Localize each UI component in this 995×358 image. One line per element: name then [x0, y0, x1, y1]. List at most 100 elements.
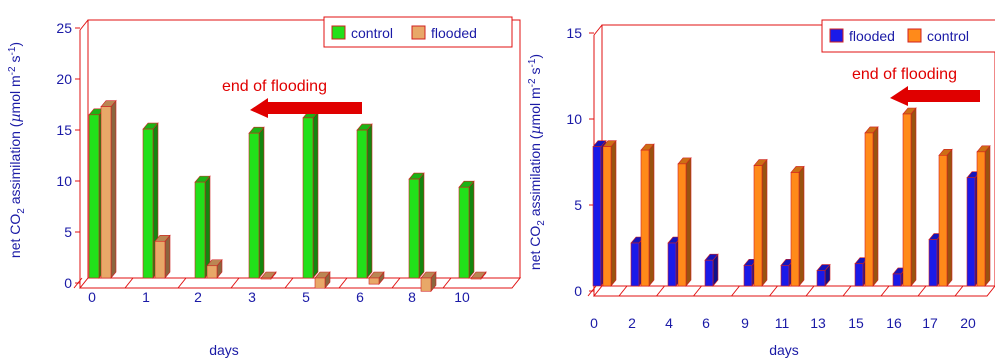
bar-front: [260, 277, 272, 280]
annotation-text: end of flooding: [852, 66, 957, 83]
bar-front: [458, 186, 470, 279]
legend: control flooded: [323, 16, 513, 48]
legend-swatch-control: [907, 28, 922, 43]
y-axis-label-part: µ: [528, 125, 544, 134]
floor-grid-line: [124, 277, 134, 289]
x-tick-label: 0: [590, 315, 598, 331]
bar-side: [312, 111, 319, 279]
bar-control-day-9: [753, 158, 768, 287]
bar-control-day-2: [194, 175, 211, 279]
x-tick-label: 2: [194, 289, 202, 305]
bar-control-day-10: [458, 180, 475, 279]
y-tick-label: 0: [64, 275, 72, 291]
x-tick-label: 8: [408, 289, 416, 305]
bar-front: [356, 129, 368, 279]
x-tick-label: 15: [848, 315, 864, 331]
floor-grid-line: [391, 277, 401, 289]
y-axis-label-part: µ: [8, 113, 24, 122]
annotation-text: end of flooding: [222, 78, 327, 95]
y-tick-label: 5: [64, 224, 72, 240]
bar-front: [420, 277, 432, 292]
bar-flooded-day-1: [154, 234, 171, 279]
bar-flooded-day-6: [368, 271, 385, 285]
bar-side: [872, 126, 879, 287]
floor-grid-line: [656, 285, 665, 297]
x-tick-label: 16: [886, 315, 902, 331]
bar-front: [928, 239, 938, 287]
bar-front: [966, 177, 976, 287]
bar-front: [194, 181, 206, 279]
y-axis-label-part: ): [527, 54, 543, 59]
bar-front: [154, 240, 166, 279]
floor-grid-line: [618, 285, 628, 297]
bar-control-day-0: [602, 139, 617, 287]
bar-side: [984, 145, 991, 287]
y-axis-label-part: s: [527, 68, 543, 79]
bar-front: [408, 178, 420, 279]
bar-flooded-day-8: [420, 271, 437, 293]
bar-front: [854, 263, 864, 287]
bar-front: [790, 172, 800, 287]
bar-front: [892, 273, 902, 287]
annotation-arrow-icon: [250, 98, 362, 118]
bar-front: [816, 270, 826, 287]
bar-side: [468, 180, 475, 279]
y-axis-label-part: -1: [527, 58, 538, 67]
x-tick-label: 3: [248, 289, 256, 305]
y-axis-label-part: mol m: [527, 87, 543, 125]
x-tick-label: 6: [356, 289, 364, 305]
bar-side: [798, 165, 805, 287]
bar-front: [368, 277, 380, 285]
bar-flooded-day-0: [100, 99, 117, 279]
floor-plane: [592, 285, 995, 297]
y-axis-label-part: net CO: [527, 226, 543, 270]
y-tick-label: 10: [56, 173, 72, 189]
bar-front: [902, 113, 912, 287]
bar-front: [743, 265, 753, 287]
frame-edge: [79, 19, 89, 31]
bar-flooded-day-5: [314, 271, 331, 290]
x-tick-label: 0: [88, 289, 96, 305]
bar-front: [677, 163, 687, 287]
x-tick-label: 11: [775, 315, 790, 331]
bar-control-day-11: [790, 165, 805, 287]
y-tick-label: 0: [574, 283, 582, 299]
y-axis-label-part: ): [7, 42, 23, 47]
floor-grid-line: [880, 285, 890, 297]
x-tick-label: 10: [454, 289, 470, 305]
bar-side: [110, 99, 117, 279]
x-tick-label: 13: [810, 315, 826, 331]
bar-control-day-20: [976, 145, 991, 287]
legend-label-flooded: flooded: [849, 28, 895, 44]
bar-front: [88, 114, 100, 279]
y-tick-label: 15: [56, 122, 72, 138]
bar-front: [602, 146, 612, 287]
bar-flooded-day-2: [206, 258, 223, 279]
bar-control-day-15: [864, 126, 879, 287]
bar-control-day-6: [356, 123, 373, 279]
x-tick-label: 20: [960, 315, 976, 331]
bar-front: [302, 117, 314, 279]
bar-flooded-day-3: [260, 271, 277, 280]
bar-side: [910, 107, 917, 287]
legend: flooded control: [821, 19, 995, 53]
floor-grid-line: [284, 277, 294, 289]
x-tick-label: 4: [665, 315, 673, 331]
y-axis-label: net CO2 assimilation (µmol m-2 s-1): [527, 54, 547, 270]
bar-side: [164, 234, 171, 279]
legend-swatch-flooded: [829, 28, 844, 43]
bar-side: [946, 148, 953, 287]
bar-control-day-5: [302, 111, 319, 279]
bar-control-day-17: [938, 148, 953, 287]
frame-edge: [593, 24, 603, 36]
y-tick-label: 5: [574, 197, 582, 213]
floor-grid-line: [177, 277, 187, 289]
bar-front: [592, 146, 602, 287]
floor-grid-line: [917, 285, 927, 297]
y-axis-label-part: -2: [527, 78, 538, 87]
bar-front: [630, 242, 640, 287]
bar-front: [667, 242, 677, 287]
bar-front: [938, 154, 948, 287]
